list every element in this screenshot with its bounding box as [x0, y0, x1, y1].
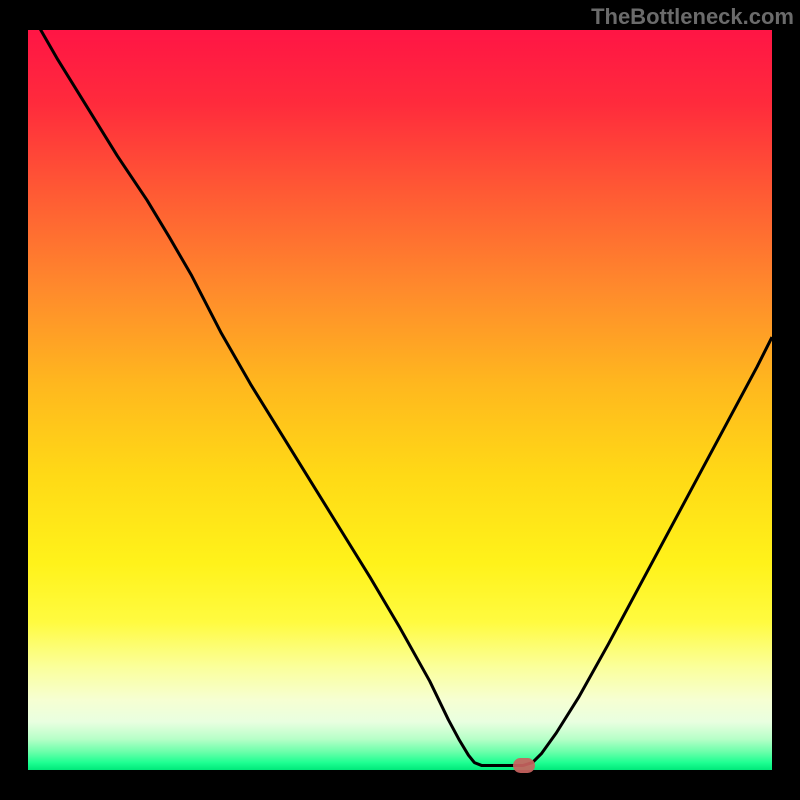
watermark-text: TheBottleneck.com — [591, 4, 794, 30]
bottleneck-chart: TheBottleneck.com — [0, 0, 800, 800]
gradient-background — [28, 30, 772, 770]
plot-area — [28, 30, 772, 770]
optimum-marker — [513, 758, 535, 773]
